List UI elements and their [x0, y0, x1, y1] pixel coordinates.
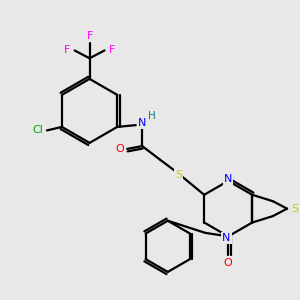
Text: S: S — [291, 204, 298, 214]
Text: F: F — [109, 46, 116, 56]
Text: F: F — [86, 31, 93, 41]
Text: N: N — [222, 233, 231, 243]
Text: S: S — [175, 169, 182, 179]
Text: H: H — [148, 111, 156, 121]
Text: N: N — [138, 118, 146, 128]
Text: O: O — [224, 258, 233, 268]
Text: O: O — [115, 144, 124, 154]
Text: N: N — [224, 174, 232, 184]
Text: F: F — [64, 46, 70, 56]
Text: Cl: Cl — [32, 125, 43, 135]
